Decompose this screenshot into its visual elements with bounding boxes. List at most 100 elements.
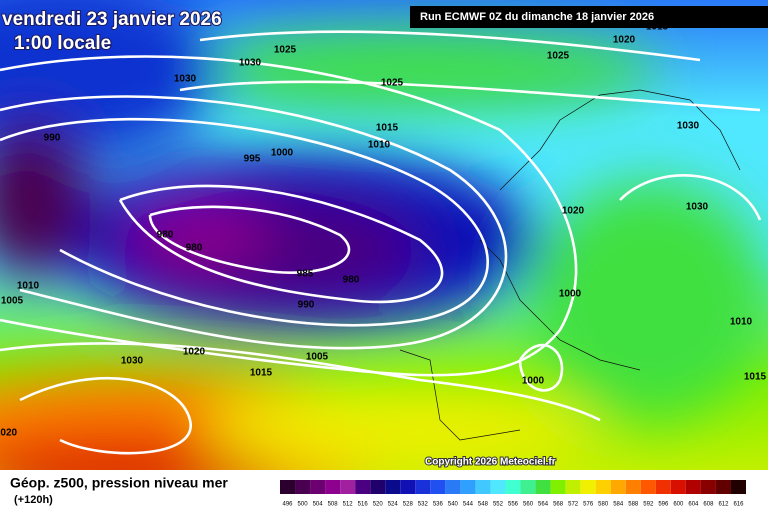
isobar-label: 1025: [547, 51, 570, 62]
isobar-label: 985: [297, 269, 314, 280]
colorbar-cell: [340, 480, 356, 494]
colorbar-label: 528: [403, 502, 414, 508]
isobar-label: 1000: [522, 376, 545, 387]
colorbar-cell: [490, 480, 506, 494]
isobar-label: 980: [157, 230, 174, 241]
colorbar-cell: [730, 480, 746, 494]
colorbar-label: 504: [313, 502, 324, 508]
isobar-label: 1010: [17, 281, 40, 292]
colorbar-label: 524: [388, 502, 399, 508]
colorbar-cell: [355, 480, 371, 494]
isobar-label: 1020: [562, 206, 585, 217]
colorbar-label: 508: [328, 502, 339, 508]
isobar-label: 1030: [239, 58, 262, 69]
colorbar-label: 500: [298, 502, 309, 508]
isobar-label: 1020: [613, 35, 636, 46]
legend-title: Géop. z500, pression niveau mer: [10, 475, 228, 491]
colorbar-label: 580: [598, 502, 609, 508]
isobar-label: 1030: [121, 356, 144, 367]
colorbar-label: 512: [343, 502, 354, 508]
date: vendredi 23 janvier 2026: [2, 9, 222, 30]
colorbar-cell: [640, 480, 656, 494]
colorbar-cell: [505, 480, 521, 494]
colorbar-label: 540: [448, 502, 459, 508]
colorbar-cell: [415, 480, 431, 494]
colorbar-label: 584: [613, 502, 624, 508]
colorbar-cell: [460, 480, 476, 494]
isobar-labels: 1015 1020 1025 1025 1030 1030 1025 1015 1010 1000…: [0, 22, 767, 439]
colorbar-label: 612: [718, 502, 729, 508]
colorbar-cell: [445, 480, 461, 494]
colorbar-cell: [565, 480, 581, 494]
colorbar-cell: [715, 480, 731, 494]
colorbar-cell: [580, 480, 596, 494]
isobar-label: 1000: [271, 148, 294, 159]
colorbar-cell: [670, 480, 686, 494]
title-block: vendredi 23 janvier 2026 1:00 locale: [1, 8, 223, 55]
time: 1:00 locale: [14, 33, 111, 54]
colorbar-cell: [325, 480, 341, 494]
colorbar-label: 616: [733, 502, 744, 508]
isobar-label: 1005: [306, 352, 329, 363]
colorbar-cell: [295, 480, 311, 494]
isobar-label: 1015: [376, 123, 399, 134]
colorbar-label: 588: [628, 502, 639, 508]
colorbar-label: 536: [433, 502, 444, 508]
isobar-label: 1020: [0, 428, 18, 439]
colorbar-label: 552: [493, 502, 504, 508]
run-info: Run ECMWF 0Z du dimanche 18 janvier 2026: [420, 11, 654, 23]
colorbar-cell: [310, 480, 326, 494]
colorbar-label: 608: [703, 502, 714, 508]
colorbar-label: 596: [658, 502, 669, 508]
colorbar-label: 576: [583, 502, 594, 508]
isobar-label: 1010: [368, 140, 391, 151]
colorbar-label: 600: [673, 502, 684, 508]
colorbar-cell: [520, 480, 536, 494]
colorbar-cell: [280, 480, 296, 494]
isobar-label: 1030: [686, 202, 709, 213]
colorbar-label: 572: [568, 502, 579, 508]
isobar-label: 1030: [174, 74, 197, 85]
isobar-label: 1000: [559, 289, 582, 300]
isobar-label: 1025: [274, 45, 297, 56]
colorbar-cell: [550, 480, 566, 494]
isobar-label: 1015: [250, 368, 273, 379]
colorbar-label: 568: [553, 502, 564, 508]
colorbar-cell: [400, 480, 416, 494]
isobar-label: 1025: [381, 78, 404, 89]
colorbar-cell: [595, 480, 611, 494]
colorbar-cell: [700, 480, 716, 494]
colorbar-label: 516: [358, 502, 369, 508]
colorbar-label: 548: [478, 502, 489, 508]
isobar-label: 980: [186, 243, 203, 254]
colorbar-label: 560: [523, 502, 534, 508]
colorbar-cell: [385, 480, 401, 494]
colorbar-label: 544: [463, 502, 474, 508]
colorbar: 496 500 504 508 512 516 520 524 528 532 536 540 544 5…: [280, 480, 746, 508]
colorbar-cell: [655, 480, 671, 494]
colorbar-cell: [625, 480, 641, 494]
isobar-label: 1030: [677, 121, 700, 132]
forecast-hour: (+120h): [14, 494, 53, 506]
copyright: Copyright 2026 Meteociel.fr: [425, 457, 556, 468]
colorbar-label: 496: [283, 502, 294, 508]
colorbar-label: 556: [508, 502, 519, 508]
colorbar-label: 604: [688, 502, 699, 508]
colorbar-cell: [685, 480, 701, 494]
run-box: [410, 6, 768, 28]
isobar-label: 990: [298, 300, 315, 311]
colorbar-label: 532: [418, 502, 429, 508]
colorbar-cell: [535, 480, 551, 494]
colorbar-cell: [475, 480, 491, 494]
isobar-label: 1005: [1, 296, 24, 307]
colorbar-cell: [430, 480, 446, 494]
isobar-label: 995: [244, 154, 261, 165]
colorbar-label: 592: [643, 502, 654, 508]
colorbar-label: 520: [373, 502, 384, 508]
isobar-label: 1020: [183, 347, 206, 358]
colorbar-label: 564: [538, 502, 549, 508]
isobars: [0, 30, 762, 455]
isobar-label: 980: [343, 275, 360, 286]
